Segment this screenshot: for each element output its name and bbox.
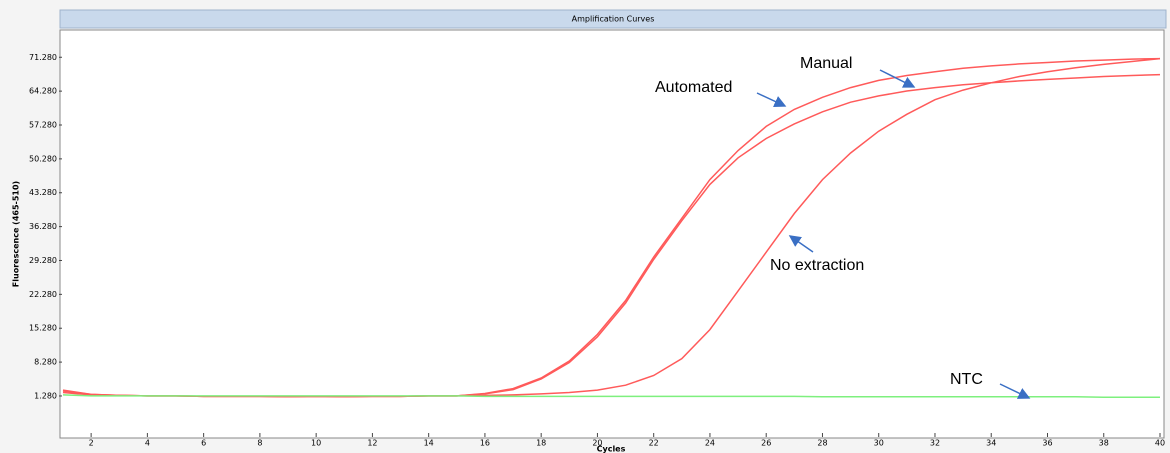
plot: 1.280 8.280 15.280 22.280 29.280 36.280 43.280… bbox=[29, 53, 1165, 448]
x-tick-label: 34 bbox=[986, 439, 996, 448]
y-tick-label: 36.280 bbox=[29, 222, 57, 231]
chart-title: Amplification Curves bbox=[572, 15, 655, 24]
annotation-arrow bbox=[756, 92, 787, 108]
y-tick-label: 8.280 bbox=[34, 358, 57, 367]
y-axis-label: Fluorescence (465-510) bbox=[12, 181, 21, 287]
x-tick-label: 18 bbox=[536, 439, 546, 448]
annotation: Manual bbox=[800, 55, 852, 72]
x-tick-label: 30 bbox=[874, 439, 884, 448]
y-tick-label: 71.280 bbox=[29, 53, 57, 62]
x-tick-label: 32 bbox=[930, 439, 940, 448]
annotation: No extraction bbox=[770, 257, 864, 274]
x-tick-label: 26 bbox=[761, 439, 771, 448]
annotation: Automated bbox=[655, 79, 732, 96]
x-tick-label: 8 bbox=[257, 439, 262, 448]
x-tick-label: 22 bbox=[649, 439, 659, 448]
x-tick-label: 16 bbox=[480, 439, 490, 448]
annotation-arrow bbox=[788, 235, 814, 253]
x-tick-label: 40 bbox=[1155, 439, 1165, 448]
annotation: NTC bbox=[950, 371, 983, 388]
plot-area bbox=[59, 29, 1165, 439]
title-bar bbox=[59, 9, 1167, 29]
x-tick-label: 28 bbox=[817, 439, 827, 448]
series-line bbox=[62, 394, 1160, 399]
y-tick-label: 1.280 bbox=[34, 391, 57, 400]
x-tick-label: 2 bbox=[89, 439, 94, 448]
y-tick-label: 22.280 bbox=[29, 290, 57, 299]
y-tick-label: 57.280 bbox=[29, 121, 57, 130]
x-tick-label: 14 bbox=[424, 439, 434, 448]
x-tick-label: 24 bbox=[705, 439, 715, 448]
y-tick-label: 64.280 bbox=[29, 87, 57, 96]
x-tick-label: 4 bbox=[145, 439, 150, 448]
x-tick-label: 6 bbox=[201, 439, 206, 448]
x-tick-label: 12 bbox=[367, 439, 377, 448]
annotation-arrow bbox=[879, 69, 916, 88]
x-tick-label: 20 bbox=[592, 439, 602, 448]
x-tick-label: 10 bbox=[311, 439, 321, 448]
x-axis-label: Cycles bbox=[597, 445, 626, 453]
x-tick-label: 38 bbox=[1099, 439, 1109, 448]
x-tick-label: 36 bbox=[1042, 439, 1052, 448]
y-tick-label: 43.280 bbox=[29, 188, 57, 197]
y-tick-label: 50.280 bbox=[29, 154, 57, 163]
annotation-arrow bbox=[999, 383, 1031, 399]
y-tick-label: 29.280 bbox=[29, 256, 57, 265]
y-tick-label: 15.280 bbox=[29, 324, 57, 333]
